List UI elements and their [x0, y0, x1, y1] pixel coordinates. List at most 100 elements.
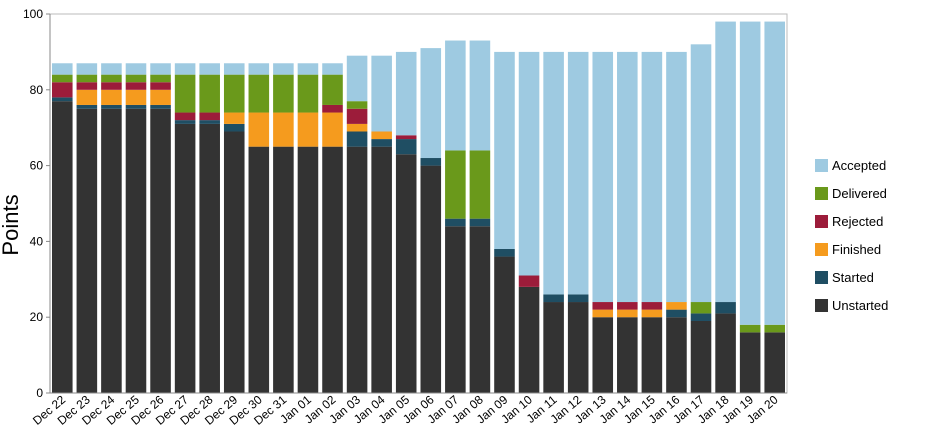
legend-label-delivered: Delivered	[832, 186, 887, 201]
bar-segment-accepted-17	[469, 40, 491, 151]
bar-segment-rejected-6	[199, 112, 220, 121]
bar-segment-accepted-0	[52, 63, 73, 75]
bar-segment-started-16	[445, 218, 466, 227]
bar-segment-started-12	[346, 131, 368, 147]
bar-segment-started-13	[371, 139, 392, 147]
bar-segment-accepted-1	[76, 63, 98, 75]
bar-segment-delivered-9	[273, 74, 294, 113]
bar-segment-delivered-8	[248, 74, 270, 113]
bar-segment-unstarted-14	[395, 154, 417, 393]
bar-segment-unstarted-13	[371, 146, 392, 393]
bar-segment-unstarted-5	[174, 123, 196, 393]
bar-segment-finished-2	[101, 89, 122, 105]
bar-segment-finished-7	[223, 112, 245, 124]
bar-segment-accepted-19	[518, 51, 540, 276]
bar-segment-finished-3	[125, 89, 147, 105]
bar-segment-rejected-22	[592, 302, 614, 310]
bar-segment-accepted-18	[494, 51, 515, 249]
legend-label-rejected: Rejected	[832, 214, 883, 229]
bars-group	[52, 21, 785, 394]
bar-segment-accepted-24	[641, 51, 663, 303]
bar-segment-accepted-26	[690, 44, 712, 303]
bar-segment-delivered-10	[297, 74, 319, 113]
bar-segment-accepted-10	[297, 63, 319, 75]
bar-segment-delivered-4	[150, 74, 171, 83]
bar-segment-started-20	[543, 294, 564, 303]
bar-segment-rejected-4	[150, 82, 171, 90]
bar-segment-accepted-15	[420, 48, 442, 159]
bar-segment-rejected-14	[395, 135, 417, 140]
bar-segment-accepted-2	[101, 63, 122, 75]
legend-label-started: Started	[832, 270, 874, 285]
bar-segment-delivered-3	[125, 74, 147, 83]
bar-segment-accepted-12	[346, 55, 368, 102]
bar-segment-delivered-17	[469, 150, 491, 219]
bar-segment-accepted-25	[666, 51, 687, 303]
bar-segment-started-6	[199, 120, 220, 124]
bar-segment-started-5	[174, 120, 196, 124]
bar-segment-delivered-11	[322, 74, 343, 105]
bar-segment-unstarted-0	[52, 101, 73, 394]
bar-segment-accepted-28	[739, 21, 761, 325]
legend-swatch-finished	[815, 243, 828, 256]
bar-segment-unstarted-6	[199, 123, 220, 393]
bar-segment-started-21	[567, 294, 589, 303]
bar-segment-unstarted-15	[420, 165, 442, 393]
bar-segment-started-3	[125, 104, 147, 109]
bar-segment-unstarted-12	[346, 146, 368, 393]
bar-segment-delivered-1	[76, 74, 98, 83]
legend-label-unstarted: Unstarted	[832, 298, 888, 313]
bar-segment-started-25	[666, 309, 687, 318]
bar-segment-accepted-7	[223, 63, 245, 75]
bar-segment-unstarted-10	[297, 146, 319, 393]
bar-segment-rejected-19	[518, 275, 540, 287]
bar-segment-rejected-3	[125, 82, 147, 90]
axes-group	[49, 13, 788, 394]
bar-segment-started-0	[52, 97, 73, 102]
bar-segment-finished-12	[346, 123, 368, 132]
bar-segment-finished-9	[273, 112, 294, 147]
bar-segment-unstarted-27	[715, 313, 736, 393]
bar-segment-finished-4	[150, 89, 171, 105]
bar-segment-delivered-2	[101, 74, 122, 83]
bar-segment-delivered-7	[223, 74, 245, 113]
bar-segment-accepted-9	[273, 63, 294, 75]
bar-segment-unstarted-22	[592, 317, 614, 393]
y-axis-label: Points	[0, 194, 23, 255]
y-tick-label: 80	[30, 83, 44, 97]
bar-segment-started-1	[76, 104, 98, 109]
bar-segment-unstarted-23	[617, 317, 638, 393]
bar-segment-accepted-23	[617, 51, 638, 303]
bar-segment-accepted-3	[125, 63, 147, 75]
bar-segment-finished-23	[617, 309, 638, 318]
bar-segment-unstarted-18	[494, 256, 515, 393]
bar-segment-unstarted-28	[739, 332, 761, 393]
bar-segment-unstarted-21	[567, 302, 589, 393]
bar-segment-delivered-28	[739, 324, 761, 333]
bar-segment-unstarted-9	[273, 146, 294, 393]
y-tick-label: 40	[30, 234, 44, 248]
bar-segment-finished-22	[592, 309, 614, 318]
bar-segment-rejected-2	[101, 82, 122, 90]
bar-segment-accepted-16	[445, 40, 466, 151]
bar-segment-accepted-13	[371, 55, 392, 132]
bar-segment-accepted-29	[764, 21, 785, 325]
bar-segment-started-26	[690, 313, 712, 321]
legend-swatch-rejected	[815, 215, 828, 228]
bar-segment-accepted-14	[395, 51, 417, 136]
bar-segment-finished-1	[76, 89, 98, 105]
bar-segment-unstarted-7	[223, 131, 245, 394]
bar-segment-unstarted-3	[125, 108, 147, 393]
bar-segment-started-7	[223, 123, 245, 132]
bar-segment-started-14	[395, 139, 417, 155]
bar-segment-unstarted-8	[248, 146, 270, 393]
bar-segment-rejected-23	[617, 302, 638, 310]
legend-swatch-delivered	[815, 187, 828, 200]
bar-segment-unstarted-16	[445, 226, 466, 393]
bar-segment-delivered-5	[174, 74, 196, 113]
bar-segment-delivered-16	[445, 150, 466, 219]
y-tick-label: 0	[36, 386, 43, 400]
bar-segment-started-2	[101, 104, 122, 109]
bar-segment-started-18	[494, 248, 515, 257]
